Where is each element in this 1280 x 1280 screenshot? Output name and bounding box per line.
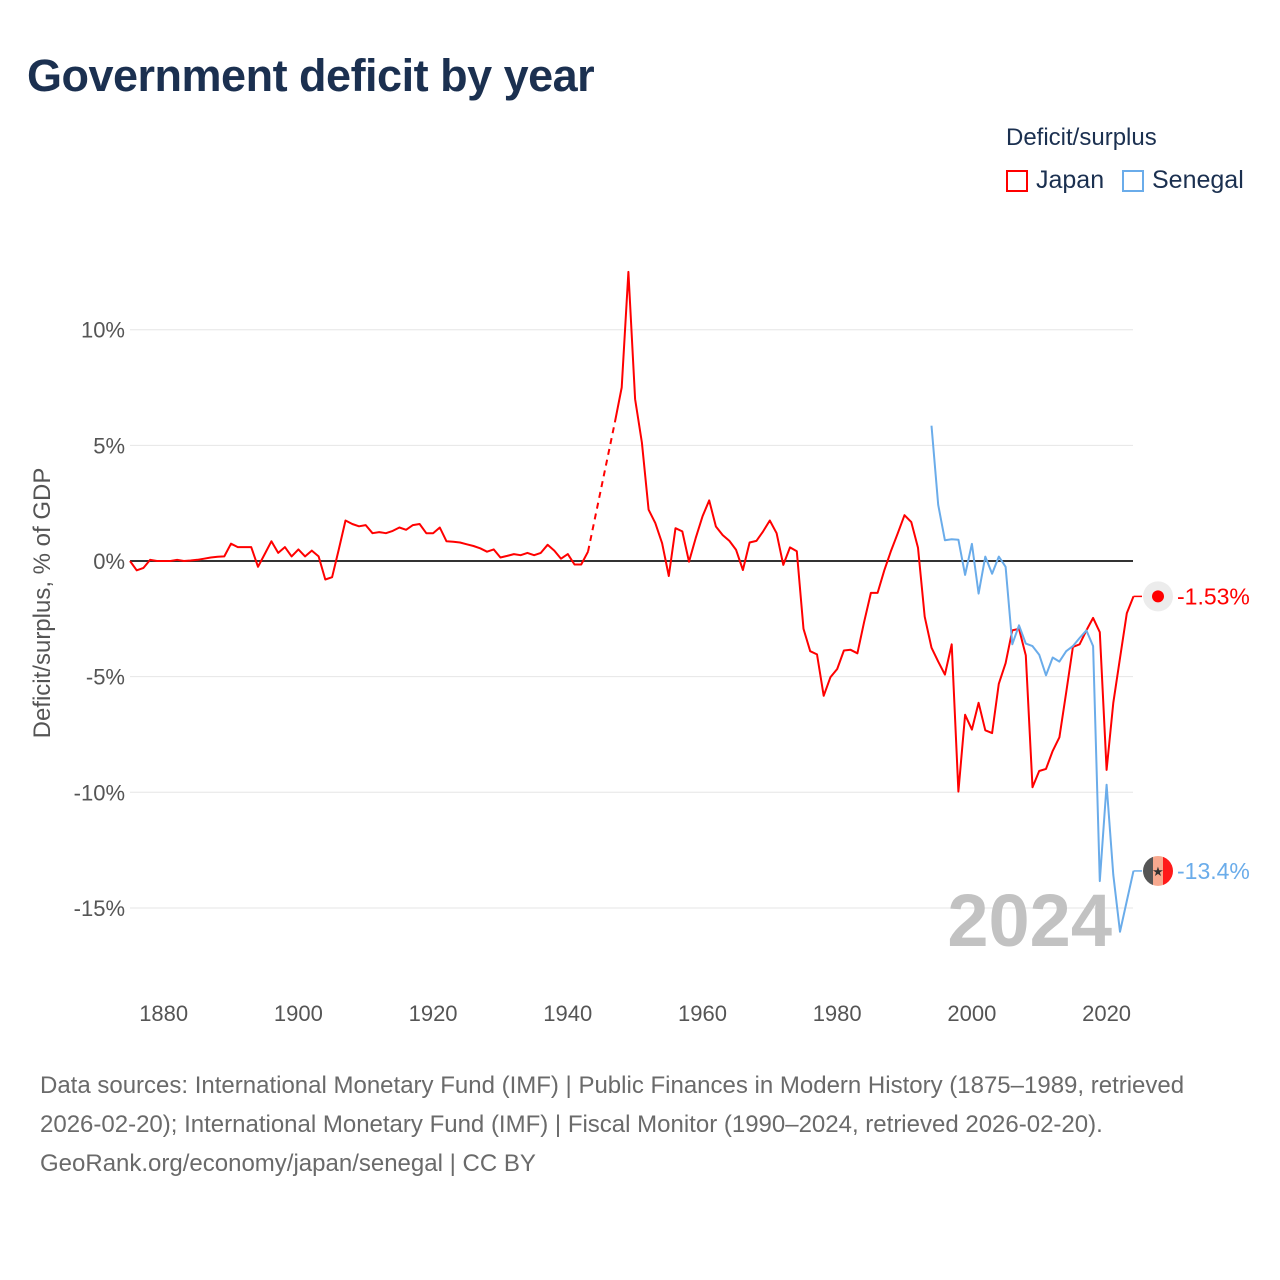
- y-tick-label: -15%: [74, 896, 125, 921]
- x-tick-label: 2000: [947, 1001, 996, 1026]
- x-tick-label: 1880: [139, 1001, 188, 1026]
- legend-label-japan: Japan: [1036, 166, 1105, 194]
- flag-stripe-right: [1163, 855, 1173, 886]
- x-tick-label: 2020: [1082, 1001, 1131, 1026]
- x-tick-label: 1960: [678, 1001, 727, 1026]
- chart-title: Government deficit by year: [27, 50, 595, 101]
- series-gap-japan: [587, 421, 616, 552]
- series-lines: [129, 270, 1135, 933]
- gridlines: [130, 329, 1133, 909]
- x-tick-label: 1980: [813, 1001, 862, 1026]
- legend-title: Deficit/surplus: [1006, 124, 1157, 151]
- y-tick-label: -5%: [86, 665, 125, 690]
- flag-stripe-left: [1143, 855, 1153, 886]
- end-markers: -1.53% ★ -13.4%: [1133, 581, 1250, 886]
- senegal-flag-icon: ★: [1143, 855, 1173, 886]
- credit-link[interactable]: GeoRank.org/economy/japan/senegal | CC B…: [40, 1150, 536, 1177]
- flag-stripe-middle: [1153, 855, 1163, 886]
- footer: Data sources: International Monetary Fun…: [40, 1066, 1240, 1183]
- y-tick-label: 0%: [93, 549, 125, 574]
- x-tick-label: 1940: [543, 1001, 592, 1026]
- y-tick-label: 5%: [93, 433, 125, 458]
- legend-swatch-senegal: [1122, 169, 1144, 192]
- end-label-japan: -1.53%: [1177, 583, 1250, 609]
- series-line-senegal: [930, 425, 1135, 933]
- x-tick-label: 1920: [409, 1001, 458, 1026]
- x-tick-label: 1900: [274, 1001, 323, 1026]
- legend-label-senegal: Senegal: [1152, 166, 1244, 194]
- legend-item-japan[interactable]: Japan: [1006, 166, 1104, 195]
- year-annotation: 2024: [947, 879, 1112, 962]
- flag-star-icon: ★: [1152, 864, 1164, 879]
- y-tick-label: 10%: [81, 318, 125, 343]
- y-axis-label: Deficit/surplus, % of GDP: [29, 468, 56, 739]
- series-line-japan: [129, 270, 1135, 793]
- end-marker-dot: [1152, 590, 1164, 603]
- y-tick-label: -10%: [74, 780, 125, 805]
- data-sources: Data sources: International Monetary Fun…: [40, 1072, 1185, 1138]
- axes: 10% 5% 0% -5% -10% -15% 1880 1900 1920 1940 1960 19…: [74, 318, 1133, 1026]
- legend-swatch-japan: [1006, 169, 1028, 192]
- end-label-senegal: -13.4%: [1177, 858, 1250, 884]
- legend-item-senegal[interactable]: Senegal: [1122, 166, 1244, 195]
